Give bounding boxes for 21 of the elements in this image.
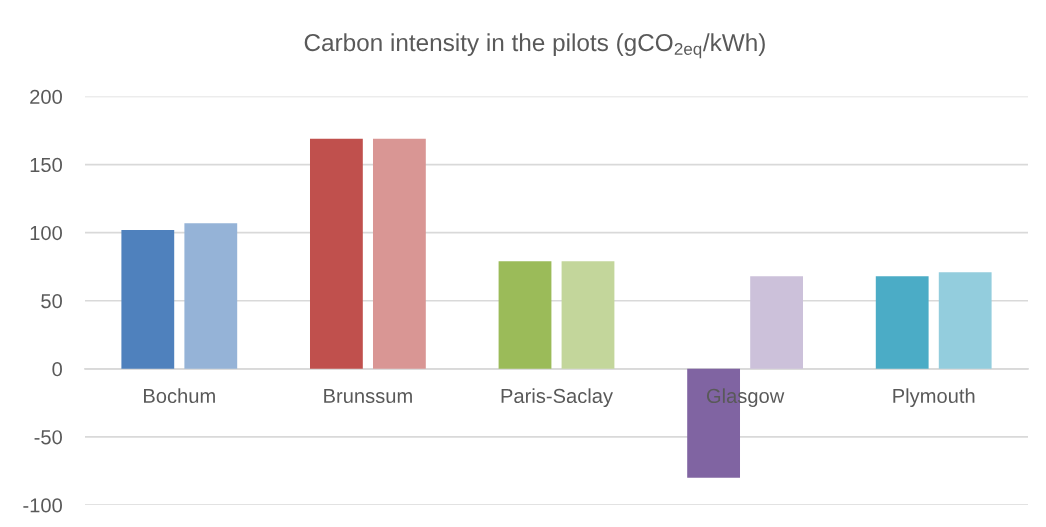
bar xyxy=(750,276,803,369)
bar xyxy=(875,276,929,369)
bar xyxy=(310,138,363,369)
y-tick-label: 100 xyxy=(30,225,62,241)
y-tick-label: 0 xyxy=(52,362,62,377)
chart-title: Carbon intensity in the pilots (gCO$_{2eq}$/kWh) xyxy=(304,33,765,59)
y-tick-label: 50 xyxy=(41,293,62,309)
bar xyxy=(561,261,615,369)
x-tick-label: Plymouth xyxy=(893,388,975,408)
y-tick-label: 150 xyxy=(30,157,62,173)
bar xyxy=(121,229,175,369)
bar xyxy=(498,261,552,369)
bar xyxy=(372,138,426,369)
x-tick-label: Brunssum xyxy=(324,389,412,404)
y-tick-label: -50 xyxy=(34,430,62,445)
x-tick-label: Paris-Saclay xyxy=(501,388,613,408)
x-tick-label: Bochum xyxy=(144,388,215,404)
bar xyxy=(938,272,992,369)
bar xyxy=(184,223,238,369)
y-tick-label: -100 xyxy=(23,498,62,513)
y-tick-label: 200 xyxy=(30,89,62,104)
